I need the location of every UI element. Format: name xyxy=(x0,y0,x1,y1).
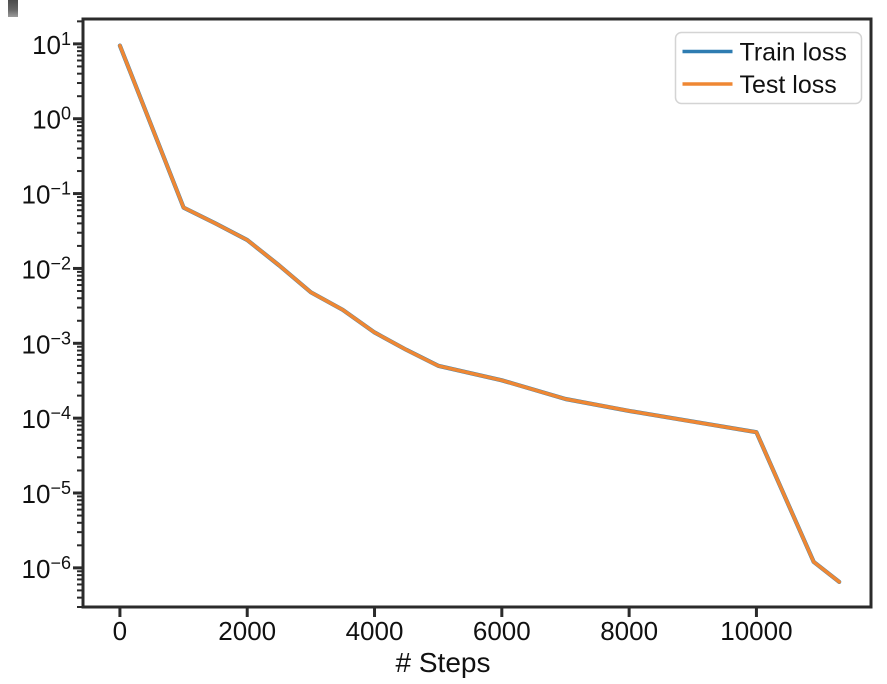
data-series xyxy=(117,43,842,585)
tick-labels: 0 2000 4000 6000 8000 10000 101 100 10−1 10−2 10−3… xyxy=(22,29,793,646)
x-tick-label: 8000 xyxy=(600,616,658,646)
x-ticks xyxy=(118,607,758,617)
y-tick-label: 10−1 xyxy=(22,179,71,210)
legend: Train loss Test loss xyxy=(674,31,863,105)
train-loss-line xyxy=(117,43,842,585)
legend-train-loss-label: Train loss xyxy=(740,39,847,67)
test-loss-line xyxy=(118,43,841,584)
y-tick-label: 101 xyxy=(32,29,71,60)
y-tick-label: 100 xyxy=(32,104,71,135)
x-tick-label: 2000 xyxy=(218,616,276,646)
x-tick-label: 10000 xyxy=(720,616,792,646)
y-major-ticks xyxy=(73,42,83,570)
y-tick-label: 10−3 xyxy=(22,328,71,359)
stray-mark xyxy=(8,0,18,17)
x-tick-label: 4000 xyxy=(346,616,404,646)
plot-border xyxy=(81,17,873,609)
legend-test-loss-label: Test loss xyxy=(740,71,837,99)
y-tick-label: 10−4 xyxy=(22,403,71,434)
x-tick-label: 0 xyxy=(113,616,127,646)
y-tick-label: 10−6 xyxy=(22,553,71,584)
y-tick-label: 10−5 xyxy=(22,478,71,509)
x-tick-label: 6000 xyxy=(473,616,531,646)
y-tick-label: 10−2 xyxy=(22,253,71,284)
x-axis-label: # Steps xyxy=(396,647,491,678)
